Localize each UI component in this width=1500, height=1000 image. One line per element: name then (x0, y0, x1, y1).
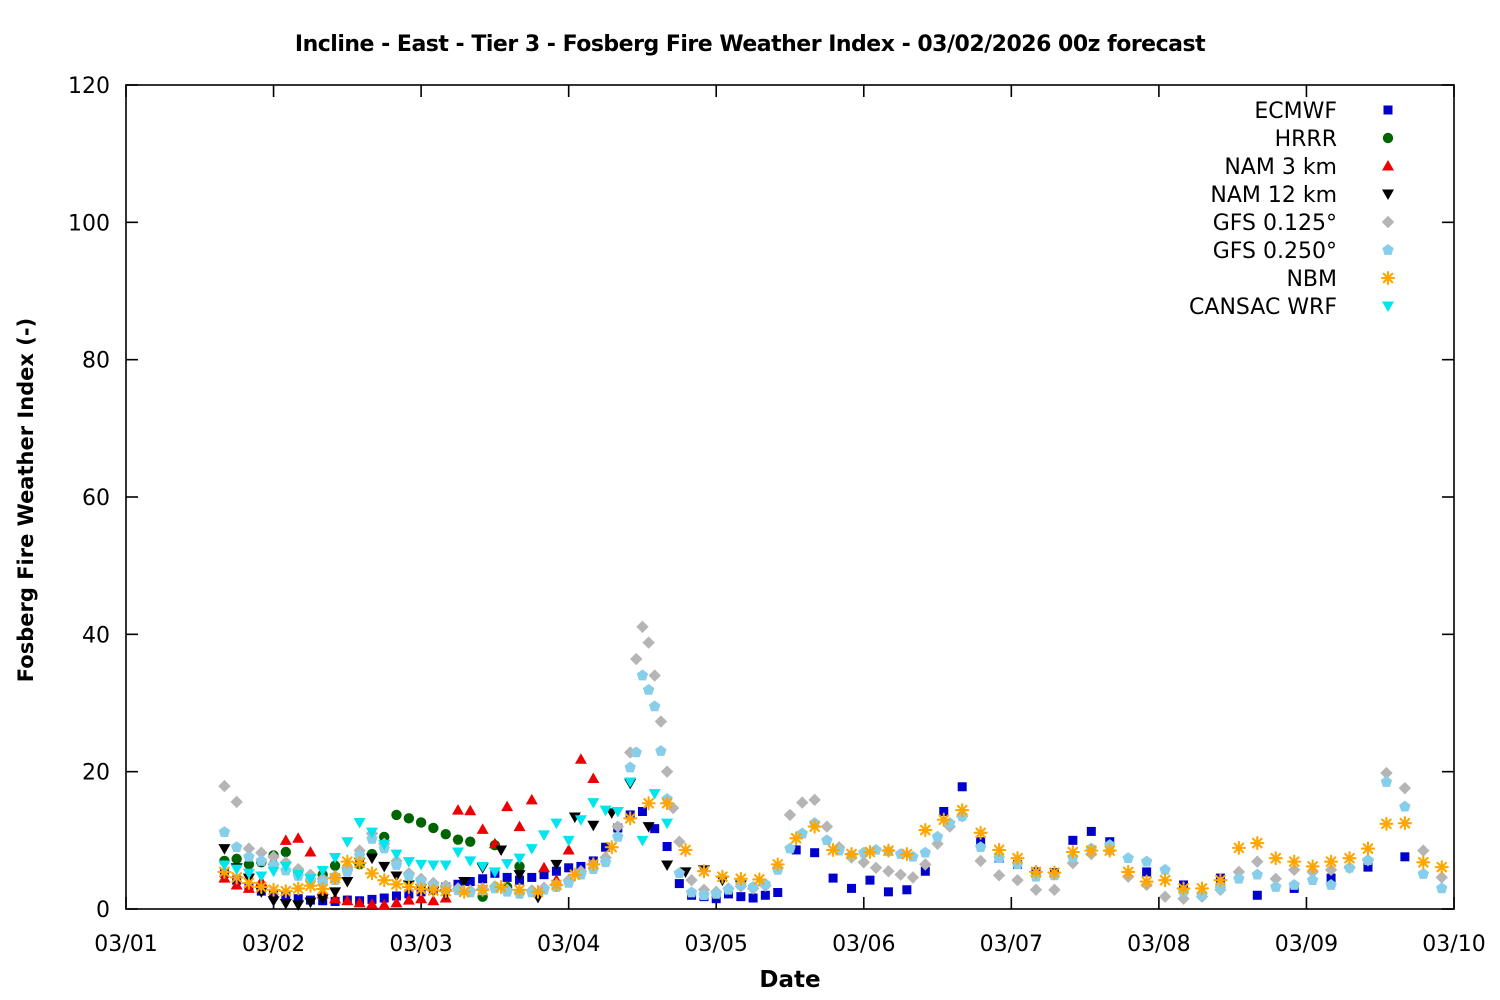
legend-label: NBM (1286, 267, 1337, 292)
legend-label: GFS 0.125° (1213, 211, 1337, 236)
y-tick-label: 80 (82, 349, 110, 374)
legend-label: CANSAC WRF (1189, 295, 1337, 320)
series-NBM (217, 796, 1449, 899)
plot-border (125, 84, 1455, 910)
series-CANSAC-WRF (218, 777, 674, 885)
x-tick-label: 03/05 (685, 932, 748, 957)
legend-item-HRRR: HRRR (1275, 127, 1394, 152)
legend-item-GFS-0-250-: GFS 0.250° (1213, 239, 1394, 264)
y-tick-label: 60 (82, 486, 110, 511)
legend-label: HRRR (1275, 127, 1337, 152)
y-tick-label: 20 (82, 761, 110, 786)
y-tick-label: 100 (68, 211, 110, 236)
x-tick-label: 03/02 (242, 932, 305, 957)
y-tick-label: 0 (96, 898, 110, 923)
y-tick-label: 40 (82, 623, 110, 648)
x-tick-label: 03/03 (389, 932, 452, 957)
legend-item-GFS-0-125-: GFS 0.125° (1213, 211, 1395, 236)
x-tick-label: 03/09 (1275, 932, 1338, 957)
legend-item-NAM-12-km: NAM 12 km (1210, 183, 1394, 208)
x-axis-label: Date (759, 967, 821, 993)
legend-label: NAM 12 km (1210, 183, 1337, 208)
chart-title: Incline - East - Tier 3 - Fosberg Fire W… (294, 32, 1206, 57)
legend-label: ECMWF (1254, 99, 1337, 124)
x-tick-label: 03/10 (1422, 932, 1485, 957)
legend-item-NBM: NBM (1286, 267, 1396, 292)
x-tick-label: 03/04 (537, 932, 600, 957)
legend-label: NAM 3 km (1224, 155, 1337, 180)
x-tick-label: 03/06 (832, 932, 895, 957)
legend-item-ECMWF: ECMWF (1254, 99, 1393, 124)
x-tick-label: 03/07 (980, 932, 1043, 957)
legend-item-NAM-3-km: NAM 3 km (1224, 155, 1394, 180)
legend-label: GFS 0.250° (1213, 239, 1337, 264)
x-tick-label: 03/08 (1127, 932, 1190, 957)
series-GFS-0-125- (218, 620, 1448, 905)
series-GFS-0-250- (218, 669, 1448, 901)
legend-item-CANSAC-WRF: CANSAC WRF (1189, 295, 1394, 320)
x-tick-label: 03/01 (94, 932, 157, 957)
y-tick-label: 120 (68, 74, 110, 99)
